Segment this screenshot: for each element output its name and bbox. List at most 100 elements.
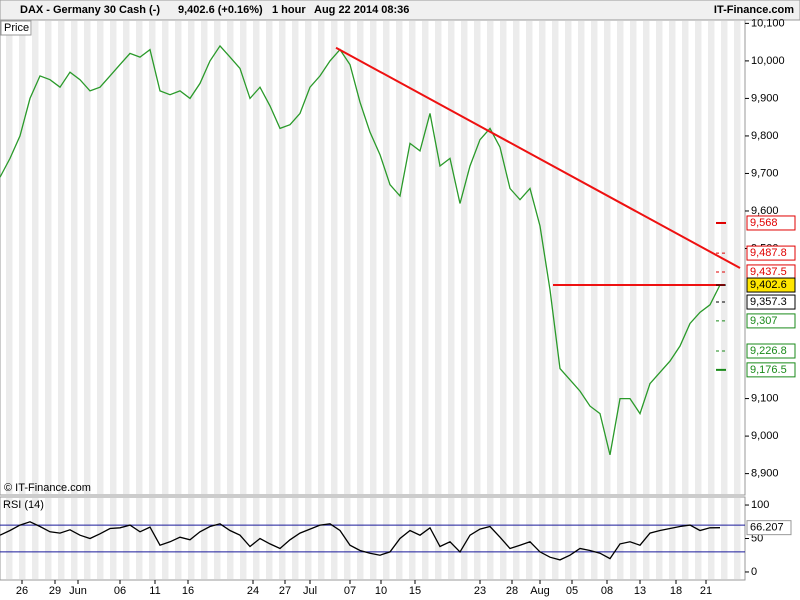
stripe bbox=[409, 498, 416, 579]
y-tick-label: 10,100 bbox=[751, 17, 785, 29]
x-tick-label: 07 bbox=[344, 585, 356, 597]
level-box bbox=[746, 343, 796, 359]
stripe bbox=[734, 498, 741, 579]
stripe bbox=[279, 498, 286, 579]
stripe bbox=[526, 21, 533, 494]
level-box bbox=[746, 215, 796, 231]
stripe bbox=[422, 21, 429, 494]
level-label: 9,487.8 bbox=[750, 247, 787, 259]
stripe bbox=[474, 498, 481, 579]
stripe bbox=[97, 21, 104, 494]
y-tick-label: 9,700 bbox=[751, 167, 779, 179]
x-tick-label: 23 bbox=[474, 585, 486, 597]
x-tick-label: 13 bbox=[634, 585, 646, 597]
stripe bbox=[357, 498, 364, 579]
stripe bbox=[643, 21, 650, 494]
stripe bbox=[708, 21, 715, 494]
stripe bbox=[461, 498, 468, 579]
stripe bbox=[45, 21, 52, 494]
stripe bbox=[201, 21, 208, 494]
stripe bbox=[58, 498, 65, 579]
level-label: 9,568 bbox=[750, 217, 778, 229]
stripe bbox=[6, 21, 13, 494]
x-tick-label: 15 bbox=[409, 585, 421, 597]
stripe bbox=[266, 498, 273, 579]
stripe bbox=[6, 498, 13, 579]
copyright: © IT-Finance.com bbox=[4, 482, 91, 494]
stripe bbox=[123, 21, 130, 494]
stripe bbox=[71, 498, 78, 579]
stripe bbox=[240, 21, 247, 494]
stripe bbox=[84, 21, 91, 494]
rsi-title: RSI (14) bbox=[3, 499, 44, 511]
stripe bbox=[695, 21, 702, 494]
stripe bbox=[58, 21, 65, 494]
timestamp: Aug 22 2014 08:36 bbox=[314, 4, 409, 16]
stripe bbox=[682, 21, 689, 494]
series-line bbox=[0, 44, 721, 456]
x-tick-label: 29 bbox=[49, 585, 61, 597]
stripe bbox=[422, 498, 429, 579]
stripe bbox=[630, 21, 637, 494]
stripe bbox=[682, 498, 689, 579]
stripe bbox=[32, 21, 39, 494]
level-label: 9,402.6 bbox=[750, 279, 787, 291]
stripe bbox=[708, 498, 715, 579]
stripe bbox=[721, 498, 728, 579]
stripe bbox=[604, 21, 611, 494]
y-tick-label: 0 bbox=[751, 566, 757, 578]
level-box bbox=[746, 294, 796, 310]
stripe bbox=[266, 21, 273, 494]
stripe bbox=[448, 498, 455, 579]
stripe bbox=[669, 498, 676, 579]
x-tick-label: 27 bbox=[279, 585, 291, 597]
y-tick-label: 10,000 bbox=[751, 55, 785, 67]
x-tick-label: 05 bbox=[566, 585, 578, 597]
stripe bbox=[110, 21, 117, 494]
y-tick-label: 9,900 bbox=[751, 92, 779, 104]
level-label: 9,357.3 bbox=[750, 296, 787, 308]
stripe bbox=[97, 498, 104, 579]
stripe bbox=[19, 498, 26, 579]
stripe bbox=[175, 21, 182, 494]
stripe bbox=[591, 498, 598, 579]
level-box bbox=[746, 245, 796, 261]
level-box bbox=[746, 313, 796, 329]
x-tick-label: Aug bbox=[530, 585, 550, 597]
x-tick-label: Jul bbox=[303, 585, 317, 597]
stripe bbox=[526, 498, 533, 579]
stripe bbox=[630, 498, 637, 579]
stripe bbox=[409, 21, 416, 494]
source: IT-Finance.com bbox=[714, 4, 794, 16]
stripe bbox=[149, 498, 156, 579]
stripe bbox=[110, 498, 117, 579]
stripe bbox=[552, 498, 559, 579]
stripe bbox=[695, 498, 702, 579]
y-tick-label: 50 bbox=[751, 532, 763, 544]
x-tick-label: 18 bbox=[670, 585, 682, 597]
stripe bbox=[123, 498, 130, 579]
stripe bbox=[396, 21, 403, 494]
level-label: 9,176.5 bbox=[750, 364, 787, 376]
stripe bbox=[292, 21, 299, 494]
stripe bbox=[45, 498, 52, 579]
stripe bbox=[318, 498, 325, 579]
stripe bbox=[513, 21, 520, 494]
y-tick-label: 8,900 bbox=[751, 468, 779, 480]
day-stripes bbox=[6, 21, 741, 579]
stripe bbox=[513, 498, 520, 579]
x-tick-label: 11 bbox=[149, 585, 160, 597]
stripe bbox=[565, 498, 572, 579]
stripe bbox=[318, 21, 325, 494]
stripe bbox=[435, 498, 442, 579]
stripe bbox=[305, 498, 312, 579]
stripe bbox=[565, 21, 572, 494]
stripe bbox=[552, 21, 559, 494]
x-tick-label: 16 bbox=[182, 585, 194, 597]
stripe bbox=[370, 498, 377, 579]
y-tick-label: 9,100 bbox=[751, 392, 779, 404]
stripe bbox=[331, 21, 338, 494]
stripe bbox=[19, 21, 26, 494]
y-label: Price bbox=[4, 22, 29, 34]
